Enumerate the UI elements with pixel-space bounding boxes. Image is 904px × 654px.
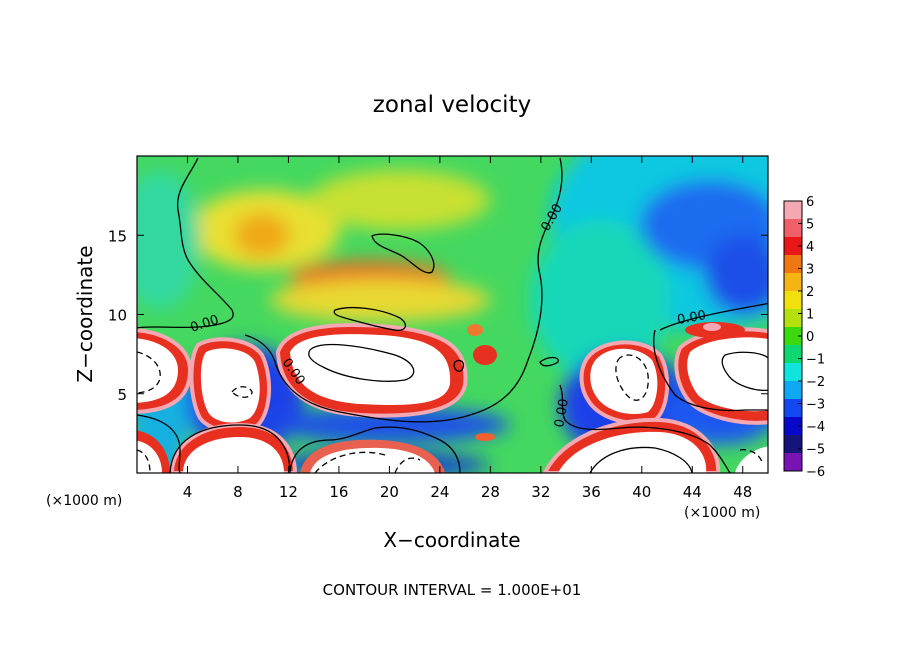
contour-small-loop-2 <box>539 356 559 367</box>
x-tick-label: 16 <box>329 483 348 501</box>
colorbar-swatch <box>784 435 802 454</box>
x-axis-unit-left: (×1000 m) <box>46 493 122 509</box>
contour-neg-dashed-surface <box>314 451 421 473</box>
contour-zero-surface-mid <box>289 426 461 473</box>
colorbar-tick-label: −3 <box>806 398 825 413</box>
surface-core-mid <box>310 447 435 473</box>
y-tick-label: 15 <box>108 227 127 245</box>
colorbar-swatch <box>784 345 802 364</box>
colorbar-tick-label: −1 <box>806 353 825 368</box>
contour-zero-lower-left <box>137 414 181 473</box>
contour-label-right: 0.00 <box>676 308 707 328</box>
core-left-edge <box>137 338 178 403</box>
surface-core-edge <box>137 440 162 473</box>
red-speckle-2 <box>467 324 483 336</box>
chart-title: zonal velocity <box>373 92 531 118</box>
colorbar-tick-label: 2 <box>806 285 814 300</box>
colorbar-tick-label: 3 <box>806 263 814 278</box>
contour-label-lower-right: 0.00 <box>552 398 572 429</box>
y-axis: 5 10 15 <box>108 227 768 404</box>
contour-neg-dashed-right <box>615 354 649 401</box>
colorbar-tick-label: −6 <box>806 465 825 480</box>
contour-zero-island-2 <box>333 306 407 331</box>
colorbar-swatch <box>784 201 802 220</box>
region-yellow-upper-mid <box>310 170 490 230</box>
contour-inner-surface-right <box>589 446 693 473</box>
x-tick-label: 32 <box>531 483 550 501</box>
surface-core-right <box>558 431 707 473</box>
region-blue-mid-lower <box>270 407 510 443</box>
contour-zero-island <box>371 233 435 274</box>
colorbar-tick-label: 4 <box>806 240 814 255</box>
contour-small-loop <box>453 359 464 372</box>
x-axis-label: X−coordinate <box>383 528 520 552</box>
colorbar-swatch <box>784 399 802 418</box>
x-tick-label: 36 <box>582 483 601 501</box>
colorbar-swatch <box>784 237 802 256</box>
colorbar-swatch <box>784 309 802 328</box>
core-left <box>200 348 260 423</box>
x-tick-label: 44 <box>683 483 702 501</box>
colorbar-swatch <box>784 273 802 292</box>
colorbar-swatch <box>784 219 802 238</box>
contour-inner-right <box>721 351 768 391</box>
region-orange-upper-left <box>234 213 290 257</box>
contour-neg-dashed-surface-left <box>137 449 151 473</box>
colorbar-swatch <box>784 255 802 274</box>
surface-core-left <box>183 437 284 473</box>
contour-inner-mid <box>308 343 415 382</box>
colorbar-tick-label: 0 <box>806 330 814 345</box>
contour-neg-dashed-surface-right <box>739 449 763 463</box>
x-tick-label: 28 <box>481 483 500 501</box>
colorbar-tick-label: 6 <box>806 195 814 210</box>
colorbar-swatch <box>784 327 802 346</box>
x-tick-label: 24 <box>430 483 449 501</box>
plot-area: 0.00 0.00 0.00 0.00 0.00 <box>137 156 768 473</box>
region-blue-upper-right-2 <box>705 235 768 315</box>
x-tick-label: 48 <box>733 483 752 501</box>
contour-zero-upper-mid <box>244 157 563 423</box>
x-axis: 4 8 12 16 20 24 28 32 36 40 44 48 <box>183 156 752 501</box>
x-tick-label: 20 <box>380 483 399 501</box>
region-cyan-mid-right <box>530 220 670 380</box>
region-jet-band-yellow <box>270 278 490 322</box>
colorbar-swatch <box>784 291 802 310</box>
contour-zero-right <box>659 302 768 331</box>
colorbar-swatch <box>784 363 802 382</box>
colorbar-swatch <box>784 417 802 436</box>
contour-lines <box>137 157 768 473</box>
x-tick-label: 12 <box>279 483 298 501</box>
y-axis-label: Z−coordinate <box>73 245 97 382</box>
pink-speck-right <box>703 323 721 331</box>
contour-zero-right-core <box>653 329 768 412</box>
colorbar-swatch <box>784 453 802 472</box>
colorbar-swatch <box>784 381 802 400</box>
region-cyan-left <box>137 170 200 310</box>
contour-neg-dashed-left-edge <box>137 351 161 394</box>
contour-zero-surface-left <box>169 424 291 473</box>
jet-cores <box>137 323 768 473</box>
contour-neg-dashed-left <box>231 386 253 398</box>
core-mid <box>290 334 451 405</box>
colorbar-tick-label: −4 <box>806 420 825 435</box>
colorbar: 6 5 4 3 2 1 0 −1 −2 −3 −4 −5 −6 <box>783 195 825 480</box>
colorbar-tick-label: 1 <box>806 308 814 323</box>
small-features <box>467 322 745 441</box>
colorbar-tick-label: 5 <box>806 218 814 233</box>
contour-interval-note: CONTOUR INTERVAL = 1.000E+01 <box>323 581 582 599</box>
core-right <box>590 348 658 415</box>
contour-zero-right-lower <box>559 384 731 473</box>
x-axis-unit-right: (×1000 m) <box>684 505 760 521</box>
colorbar-tick-label: −2 <box>806 375 825 390</box>
red-speckle-1 <box>473 345 497 365</box>
colorbar-tick-label: −5 <box>806 443 825 458</box>
contour-zero-left-upper <box>137 157 234 329</box>
x-tick-label: 40 <box>632 483 651 501</box>
x-tick-label: 8 <box>233 483 243 501</box>
red-speck-mid <box>475 433 495 441</box>
x-tick-label: 4 <box>183 483 193 501</box>
y-tick-label: 5 <box>117 386 127 404</box>
y-tick-label: 10 <box>108 307 127 325</box>
